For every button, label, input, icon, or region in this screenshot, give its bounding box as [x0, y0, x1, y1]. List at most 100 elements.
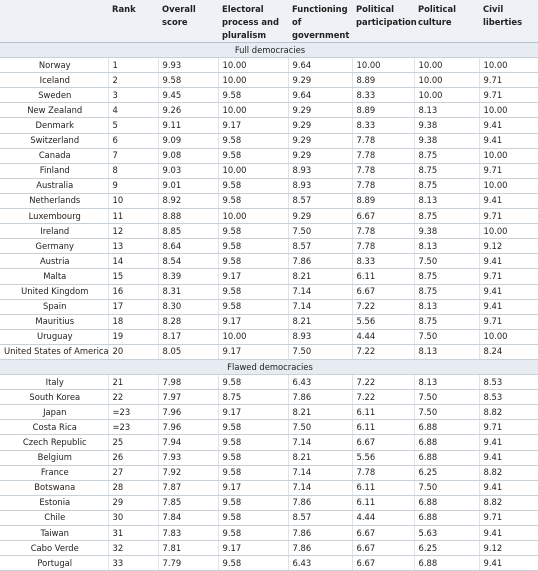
table-body: Full democracies Norway 1 9.93 10.00 9.64 10.0…	[0, 42, 538, 571]
country-cell: New Zealand	[0, 102, 108, 119]
value-cell: 7.96	[157, 419, 218, 436]
value-cell: 9.41	[478, 193, 538, 210]
value-cell: 9.58	[217, 87, 288, 104]
value-cell: 9.29	[287, 102, 352, 119]
value-cell: 9.41	[478, 133, 538, 149]
value-cell: 6.88	[413, 495, 479, 511]
data-row: Finland 8 9.03 10.00 8.93 7.78 8.75 9.71	[0, 163, 538, 179]
header-cell: Electoral process and pluralism	[218, 0, 288, 43]
value-cell: =23	[107, 404, 158, 421]
value-cell: 8.21	[287, 268, 352, 285]
value-cell: 33	[107, 555, 158, 571]
country-cell: Australia	[0, 178, 108, 194]
value-cell: 8	[107, 163, 158, 179]
value-cell: 8.75	[413, 208, 479, 225]
value-cell: 7.14	[287, 465, 352, 481]
value-cell: 7.14	[287, 480, 352, 496]
value-cell: 9.58	[217, 495, 288, 511]
value-cell: 9.09	[157, 133, 218, 149]
value-cell: 8.92	[157, 193, 218, 210]
value-cell: 10.00	[217, 329, 288, 345]
value-cell: 9.17	[217, 314, 288, 330]
data-row: Netherlands 10 8.92 9.58 8.57 8.89 8.13 9.41	[0, 193, 538, 210]
value-cell: 7.50	[413, 404, 479, 421]
value-cell: 6.11	[351, 268, 414, 285]
value-cell: 10.00	[217, 57, 288, 74]
value-cell: 9.58	[217, 419, 288, 436]
country-cell: Canada	[0, 148, 108, 164]
value-cell: 8.13	[413, 193, 479, 210]
value-cell: 7.50	[413, 389, 479, 406]
data-row: Luxembourg 11 8.88 10.00 9.29 6.67 8.75 9.71	[0, 208, 538, 225]
data-row: Denmark 5 9.11 9.17 9.29 8.33 9.38 9.41	[0, 117, 538, 134]
value-cell: 7.87	[157, 480, 218, 496]
value-cell: 9.93	[157, 57, 218, 74]
data-row: Canada 7 9.08 9.58 9.29 7.78 8.75 10.00	[0, 148, 538, 164]
value-cell: 14	[107, 253, 158, 270]
value-cell: 18	[107, 314, 158, 330]
value-cell: 4.44	[351, 510, 414, 527]
value-cell: 9.41	[478, 284, 538, 300]
country-cell: Finland	[0, 163, 108, 179]
value-cell: 10.00	[478, 223, 538, 240]
value-cell: 7.92	[157, 465, 218, 481]
country-cell: Botswana	[0, 480, 108, 496]
value-cell: 8.93	[287, 329, 352, 345]
country-cell: Japan	[0, 404, 108, 421]
country-cell: France	[0, 465, 108, 481]
data-row: United States of America 20 8.05 9.17 7.50 7.…	[0, 344, 538, 360]
section-title: Full democracies	[0, 42, 538, 59]
value-cell: 9.17	[217, 404, 288, 421]
value-cell: 9.38	[413, 223, 479, 240]
value-cell: 8.13	[413, 238, 479, 255]
country-cell: Czech Republic	[0, 434, 108, 451]
value-cell: 6.88	[413, 510, 479, 527]
value-cell: 9.41	[478, 480, 538, 496]
value-cell: 10.00	[413, 72, 479, 89]
value-cell: 6.43	[287, 374, 352, 391]
value-cell: 8.31	[157, 284, 218, 300]
data-row: Norway 1 9.93 10.00 9.64 10.00 10.00 10.00	[0, 57, 538, 74]
value-cell: 9.41	[478, 450, 538, 466]
value-cell: 8.54	[157, 253, 218, 270]
value-cell: 30	[107, 510, 158, 527]
value-cell: 9.71	[478, 314, 538, 330]
value-cell: 9.17	[217, 344, 288, 360]
data-row: Sweden 3 9.45 9.58 9.64 8.33 10.00 9.71	[0, 87, 538, 104]
value-cell: 8.21	[287, 404, 352, 421]
value-cell: 9.12	[478, 238, 538, 255]
value-cell: 7.50	[413, 329, 479, 345]
value-cell: 8.57	[287, 510, 352, 527]
value-cell: 8.53	[478, 374, 538, 391]
value-cell: 7.78	[351, 238, 414, 255]
country-cell: South Korea	[0, 389, 108, 406]
value-cell: 13	[107, 238, 158, 255]
value-cell: 10.00	[217, 163, 288, 179]
value-cell: 5.56	[351, 450, 414, 466]
value-cell: 9.41	[478, 253, 538, 270]
value-cell: 8.75	[413, 163, 479, 179]
value-cell: 10.00	[478, 102, 538, 119]
value-cell: 8.13	[413, 299, 479, 315]
value-cell: 9.71	[478, 268, 538, 285]
value-cell: 9.71	[478, 419, 538, 436]
value-cell: 8.85	[157, 223, 218, 240]
data-row: Uruguay 19 8.17 10.00 8.93 4.44 7.50 10.00	[0, 329, 538, 345]
value-cell: 8.82	[478, 465, 538, 481]
country-cell: Ireland	[0, 223, 108, 240]
data-row: Cabo Verde 32 7.81 9.17 7.86 6.67 6.25 9.12	[0, 540, 538, 557]
value-cell: 8.24	[478, 344, 538, 360]
data-row: South Korea 22 7.97 8.75 7.86 7.22 7.50 8.53	[0, 389, 538, 406]
value-cell: 17	[107, 299, 158, 315]
value-cell: 8.75	[217, 389, 288, 406]
value-cell: 9.58	[217, 374, 288, 391]
value-cell: 7.50	[413, 253, 479, 270]
value-cell: 11	[107, 208, 158, 225]
value-cell: 7.78	[351, 148, 414, 164]
value-cell: 9.41	[478, 299, 538, 315]
value-cell: 8.82	[478, 404, 538, 421]
country-cell: Austria	[0, 253, 108, 270]
value-cell: 5	[107, 117, 158, 134]
value-cell: 9.11	[157, 117, 218, 134]
value-cell: 6.67	[351, 540, 414, 557]
